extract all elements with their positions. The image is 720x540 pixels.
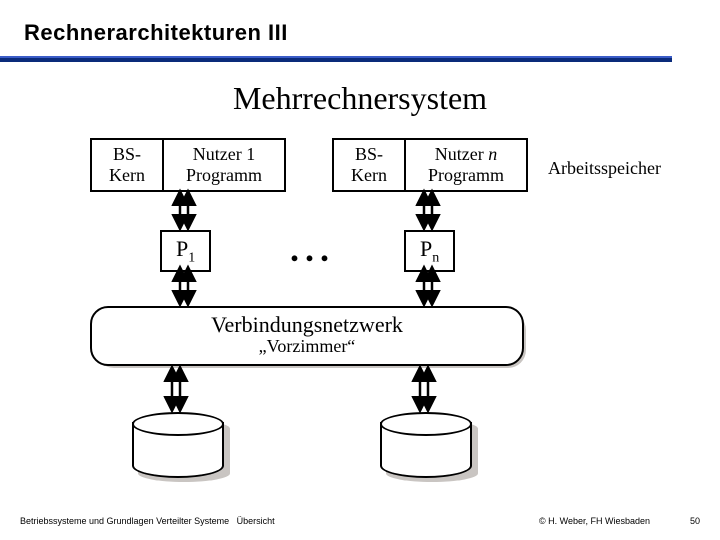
os-box-n: BS- Kern Nutzer n Programm	[332, 138, 528, 192]
network-line2: „Vorzimmer“	[92, 336, 522, 357]
footer-left-a: Betriebssysteme und Grundlagen Verteilte…	[20, 516, 229, 526]
footer-left: Betriebssysteme und Grundlagen Verteilte…	[20, 516, 275, 526]
cylinder-2-top	[380, 412, 472, 436]
page-number: 50	[690, 516, 700, 526]
section-header: Rechnerarchitekturen III	[24, 20, 288, 46]
proc-1-base: P	[176, 236, 188, 261]
os-box-1-left-a: BS-	[113, 144, 141, 164]
footer-right: © H. Weber, FH Wiesbaden	[539, 516, 650, 526]
os-box-1-left-b: Kern	[109, 165, 145, 185]
os-box-1-right-a: Nutzer 1	[193, 144, 255, 164]
network-line1: Verbindungsnetzwerk	[92, 312, 522, 338]
memory-label: Arbeitsspeicher	[548, 158, 661, 179]
cylinder-1-top	[132, 412, 224, 436]
proc-n-base: P	[420, 236, 432, 261]
footer-left-b: Übersicht	[237, 516, 275, 526]
os-box-n-right-b: Programm	[428, 165, 504, 185]
header-rule	[0, 56, 672, 62]
os-box-n-right-a: Nutzer	[435, 144, 488, 164]
os-box-n-left-b: Kern	[351, 165, 387, 185]
network-box: Verbindungsnetzwerk „Vorzimmer“	[90, 306, 524, 366]
os-box-n-left-a: BS-	[355, 144, 383, 164]
proc-n: Pn	[404, 230, 455, 272]
os-box-1-right-b: Programm	[186, 165, 262, 185]
header-rule-inner	[0, 56, 672, 58]
slide-title: Mehrrechnersystem	[0, 80, 720, 117]
proc-1-sub: 1	[188, 250, 195, 265]
os-box-n-right-a-n: n	[488, 144, 497, 164]
slide: Rechnerarchitekturen III Mehrrechnersyst…	[0, 0, 720, 540]
os-box-1: BS- Kern Nutzer 1 Programm	[90, 138, 286, 192]
proc-1: P1	[160, 230, 211, 272]
proc-n-sub: n	[432, 250, 439, 265]
ellipsis: ...	[290, 228, 335, 270]
